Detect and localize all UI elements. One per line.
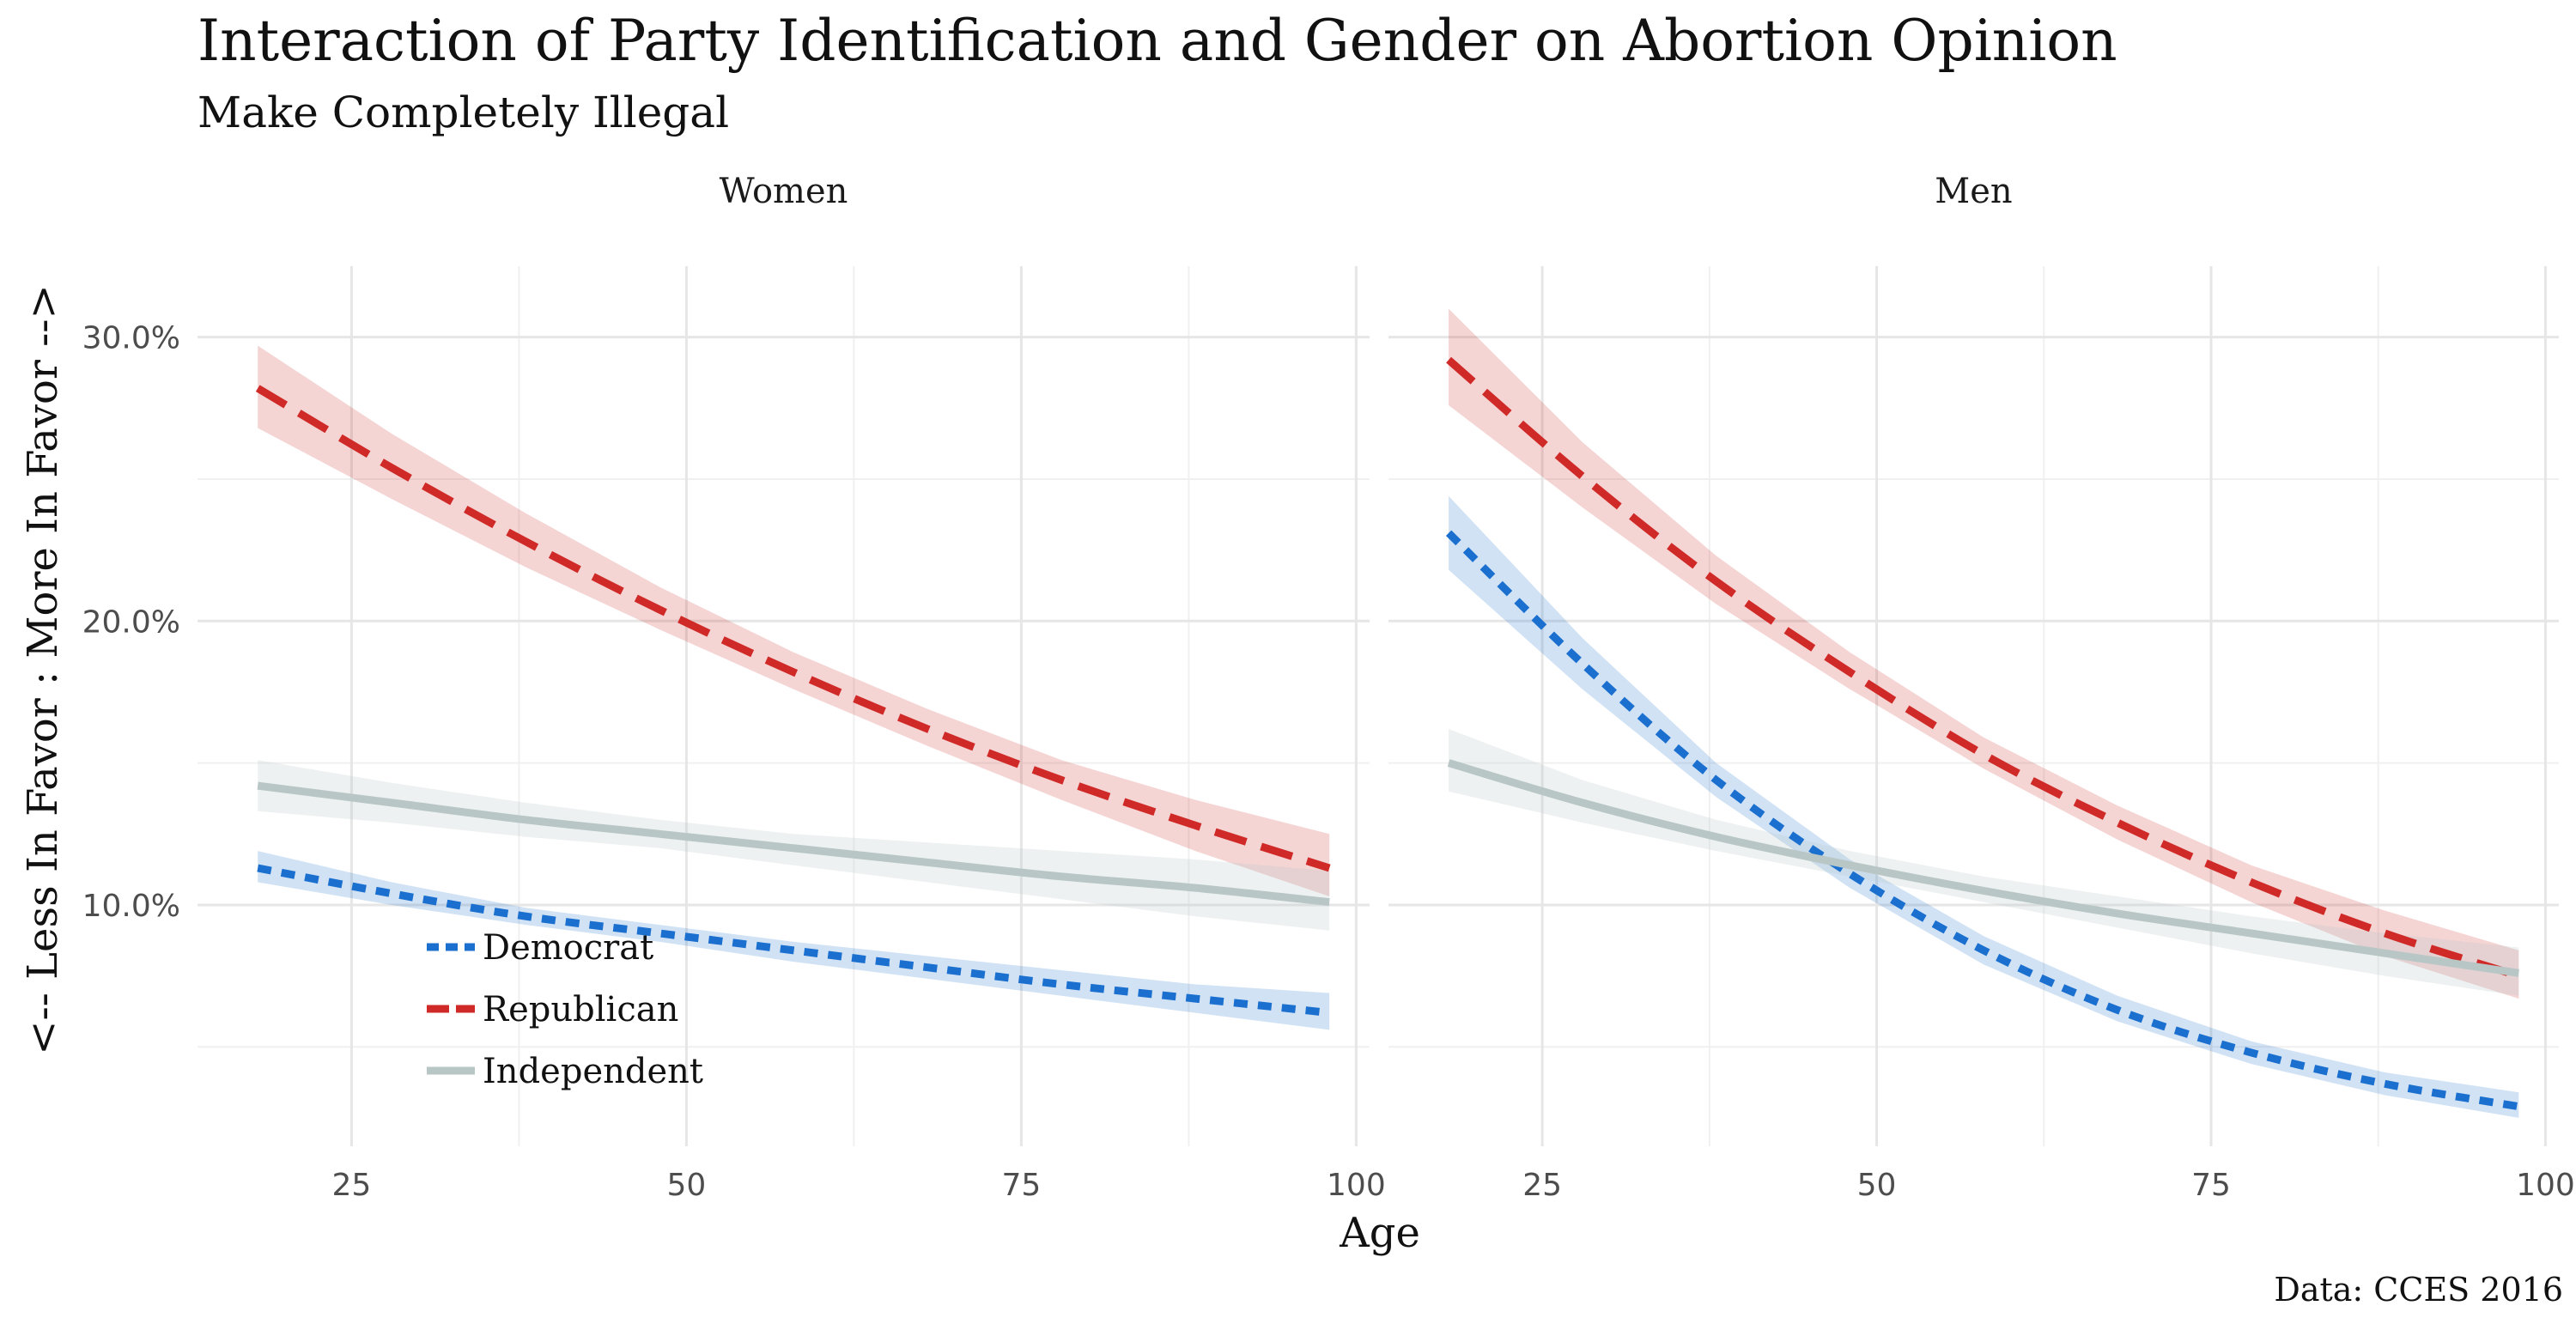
data-point-women-independent (793, 847, 794, 848)
data-point-women-democrat (1061, 984, 1062, 985)
x-tick-label: 100 (1327, 1168, 1386, 1203)
chart-subtitle: Make Completely Illegal (197, 88, 729, 137)
data-point-women-republican (1195, 825, 1196, 826)
panel-men: Men 25 50 75 100 (1388, 172, 2575, 1203)
data-point-women-independent (1061, 876, 1062, 877)
data-point-women-independent (659, 834, 660, 835)
x-tick-label: 25 (331, 1168, 371, 1203)
facet-panels: Women 25 50 75 100 Men 25 50 75 100 10.0% 20.0% 30.0… (82, 172, 2575, 1203)
y-tick-label: 20.0% (82, 604, 180, 640)
legend-label-republican: Republican (483, 990, 678, 1029)
data-point-women-republican (1329, 867, 1330, 868)
ribbon-men-independent (1449, 729, 2519, 996)
data-point-women-independent (927, 862, 928, 863)
line-men-republican (1446, 356, 2520, 980)
x-tick-label: 25 (1522, 1168, 1562, 1203)
line-women-republican (255, 385, 1331, 872)
data-point-women-democrat (659, 933, 660, 934)
x-tick-label: 100 (2516, 1168, 2575, 1203)
line-men-democrat (1445, 530, 2520, 1111)
y-tick-label: 10.0% (82, 889, 180, 924)
x-tick-label: 50 (666, 1168, 706, 1203)
ribbon-men-republican (1449, 308, 2519, 999)
data-point-women-democrat (1329, 1012, 1330, 1013)
data-point-men-democrat (1582, 663, 1583, 664)
data-point-women-republican (927, 728, 928, 729)
data-point-men-republican (2518, 975, 2519, 976)
line-women-independent (257, 781, 1330, 907)
line-men-independent (1447, 759, 2519, 977)
data-point-women-republican (793, 671, 794, 672)
legend-label-independent: Independent (483, 1052, 703, 1091)
x-tick-label: 50 (1857, 1168, 1897, 1203)
x-tick-label: 75 (1001, 1168, 1041, 1203)
legend: Democrat Republican Independent (427, 928, 703, 1091)
x-tick-label: 75 (2191, 1168, 2231, 1203)
line-women-democrat (257, 864, 1330, 1017)
facet-label-women: Women (720, 172, 848, 211)
panel-women: Women 25 50 75 100 (197, 172, 1386, 1203)
y-axis-title: <-- Less In Favor : More In Favor --> (19, 284, 67, 1055)
chart-caption: Data: CCES 2016 (2274, 1271, 2563, 1309)
x-axis-title: Age (1339, 1209, 1420, 1257)
data-point-men-republican (1582, 476, 1583, 477)
data-point-men-democrat (2518, 1106, 2519, 1107)
chart-title: Interaction of Party Identification and … (197, 8, 2117, 74)
y-tick-label: 30.0% (82, 321, 180, 356)
legend-label-democrat: Democrat (483, 928, 653, 968)
data-point-men-independent (2518, 973, 2519, 974)
data-point-men-independent (1582, 802, 1583, 803)
facet-label-men: Men (1935, 172, 2012, 211)
ribbon-women-democrat (258, 851, 1330, 1030)
ribbon-women-republican (258, 345, 1330, 897)
data-point-women-independent (1195, 888, 1196, 889)
data-point-women-democrat (927, 967, 928, 968)
